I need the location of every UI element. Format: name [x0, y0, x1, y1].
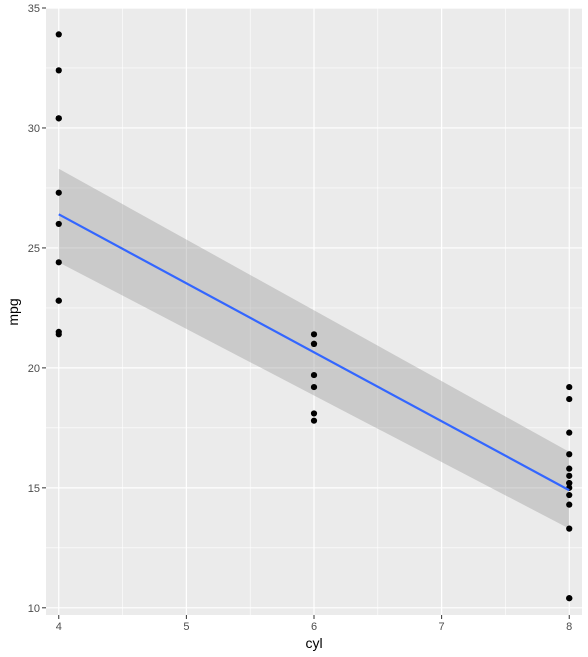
x-tick-label: 5: [183, 621, 189, 633]
data-point: [310, 417, 318, 424]
data-point: [55, 331, 62, 338]
data-point: [566, 383, 573, 391]
x-axis: 4 5 6 7 8: [56, 615, 572, 633]
data-point: [566, 595, 573, 602]
data-point: [310, 340, 318, 347]
y-tick-label: 35: [28, 3, 40, 15]
x-tick-label: 8: [566, 621, 572, 633]
y-tick-label: 20: [28, 363, 40, 375]
data-point: [566, 479, 573, 487]
y-tick-label: 30: [28, 123, 40, 135]
data-point: [310, 410, 318, 417]
points-layer: [55, 31, 573, 602]
data-point: [55, 189, 62, 196]
data-point: [310, 383, 318, 391]
data-point: [55, 220, 62, 228]
y-axis: 10 15 20 25 30 35: [28, 3, 46, 615]
data-point: [566, 451, 573, 458]
confidence-band: [58, 168, 570, 529]
data-point: [566, 525, 573, 532]
major-gridlines: [46, 7, 582, 615]
data-point: [566, 501, 573, 508]
y-tick-label: 25: [28, 243, 40, 255]
y-tick-label: 10: [28, 603, 40, 615]
x-tick-label: 7: [439, 621, 445, 633]
data-point: [566, 465, 573, 472]
data-point: [55, 67, 62, 74]
confidence-band-layer: [58, 168, 570, 529]
data-point: [55, 115, 62, 122]
data-point: [566, 395, 573, 403]
x-tick-label: 6: [311, 621, 317, 633]
data-point: [55, 259, 62, 266]
data-point: [566, 491, 573, 499]
regression-line: [58, 213, 570, 492]
data-point: [55, 297, 62, 304]
data-point: [55, 31, 62, 38]
data-point: [566, 429, 573, 436]
x-axis-title: cyl: [305, 635, 322, 651]
data-point: [566, 472, 573, 479]
x-tick-label: 4: [56, 621, 62, 633]
y-axis-title: mpg: [5, 298, 21, 325]
fit-line-layer: [58, 213, 570, 492]
data-point: [310, 331, 318, 338]
data-point: [310, 371, 318, 379]
y-tick-label: 15: [28, 483, 40, 495]
